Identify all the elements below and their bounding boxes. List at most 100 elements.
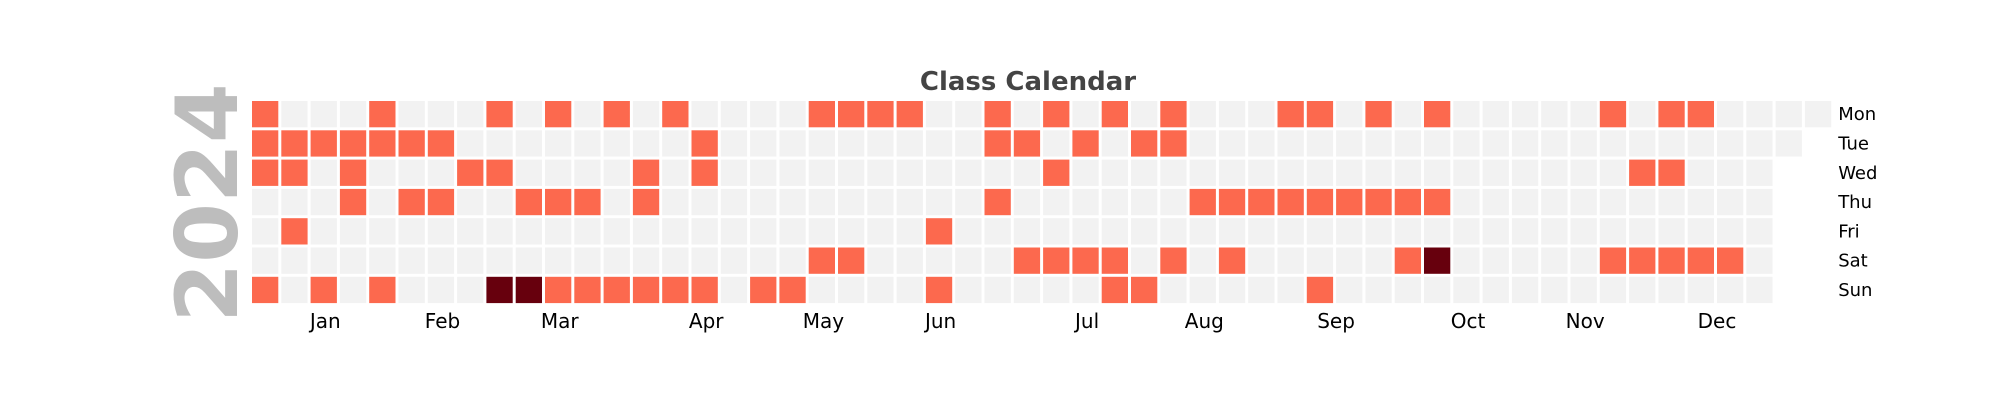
day-cell (310, 247, 337, 274)
day-cell (1424, 218, 1451, 245)
class-day-cell (545, 101, 572, 128)
month-labels: Jan Feb Mar Apr May Jun Jul Aug Sep Oct Nov Dec (308, 309, 1736, 333)
day-cell (1717, 101, 1744, 128)
day-cell (955, 276, 982, 304)
day-cell (1306, 247, 1334, 274)
day-cell (1072, 276, 1099, 304)
day-cell (1658, 218, 1685, 245)
month-label: Nov (1566, 309, 1605, 333)
day-cell (750, 188, 777, 216)
day-cell (398, 101, 425, 128)
class-day-cell (457, 159, 484, 186)
day-cell (720, 218, 748, 245)
day-cell (955, 101, 982, 128)
class-day-cell (252, 101, 279, 128)
day-cell (1570, 130, 1597, 157)
day-cell (1306, 218, 1334, 245)
class-day-cell (984, 188, 1011, 216)
day-cell (867, 130, 894, 157)
day-cell (574, 218, 601, 245)
month-label: Dec (1698, 309, 1737, 333)
day-cell (310, 218, 337, 245)
day-cell (1541, 159, 1568, 186)
class-day-cell (1248, 188, 1275, 216)
class-day-cell (632, 188, 660, 216)
class-day-cell (1424, 247, 1451, 274)
day-cell (1570, 188, 1597, 216)
day-cell (398, 159, 425, 186)
day-cell (1453, 159, 1480, 186)
day-cell (925, 130, 953, 157)
day-cell (1160, 218, 1187, 245)
day-cell (1248, 276, 1275, 304)
class-day-cell (1218, 247, 1246, 274)
day-cell (1394, 130, 1421, 157)
day-cell (1336, 247, 1363, 274)
day-cell (1013, 159, 1041, 186)
day-cell (1365, 130, 1392, 157)
class-day-cell (1365, 101, 1392, 128)
day-cell (1541, 247, 1568, 274)
day-cell (779, 101, 806, 128)
class-day-cell (574, 276, 601, 304)
day-cell (779, 188, 806, 216)
class-day-cell (515, 188, 542, 216)
day-cell (1101, 159, 1128, 186)
day-cell (1394, 276, 1421, 304)
day-cell (838, 218, 865, 245)
weekday-label: Fri (1838, 221, 1859, 242)
day-cell (750, 159, 777, 186)
day-cell (281, 247, 308, 274)
class-day-cell (252, 130, 279, 157)
weekday-label: Thu (1837, 192, 1872, 213)
day-cell (310, 101, 337, 128)
weekday-label: Sun (1838, 280, 1872, 301)
day-cell (1717, 276, 1744, 304)
day-cell (515, 101, 542, 128)
day-cell (1482, 159, 1509, 186)
day-cell (427, 247, 455, 274)
day-cell (1687, 218, 1714, 245)
day-cell (984, 218, 1011, 245)
day-cell (1336, 101, 1363, 128)
day-cell (720, 130, 748, 157)
class-day-cell (369, 101, 396, 128)
class-day-cell (662, 101, 689, 128)
day-cell (925, 247, 953, 274)
day-cell (339, 247, 367, 274)
day-cell (281, 188, 308, 216)
day-cell (984, 276, 1011, 304)
day-cell (1482, 101, 1509, 128)
day-cell (1746, 276, 1773, 304)
day-cell (750, 247, 777, 274)
class-day-cell (925, 218, 953, 245)
day-cell (925, 188, 953, 216)
day-cell (457, 247, 484, 274)
day-cell (750, 101, 777, 128)
weekday-label: Wed (1838, 163, 1877, 184)
day-cell (1511, 101, 1539, 128)
day-cell (1717, 159, 1744, 186)
day-cell (1599, 276, 1627, 304)
class-day-cell (1131, 130, 1158, 157)
class-day-cell (1629, 159, 1656, 186)
day-cell (662, 218, 689, 245)
day-cell (1365, 247, 1392, 274)
day-cell (1541, 188, 1568, 216)
day-cell (515, 159, 542, 186)
day-cell (1599, 218, 1627, 245)
day-cell (1336, 159, 1363, 186)
day-cell (1599, 130, 1627, 157)
class-day-cell (662, 276, 689, 304)
day-cell (808, 218, 835, 245)
day-cell (1570, 276, 1597, 304)
day-cell (1277, 218, 1304, 245)
day-cell (1482, 276, 1509, 304)
day-cell (310, 159, 337, 186)
day-cell (603, 130, 630, 157)
class-day-cell (1394, 188, 1421, 216)
day-cell (1101, 130, 1128, 157)
day-cell (691, 101, 718, 128)
day-cell (1365, 218, 1392, 245)
day-cell (1336, 218, 1363, 245)
